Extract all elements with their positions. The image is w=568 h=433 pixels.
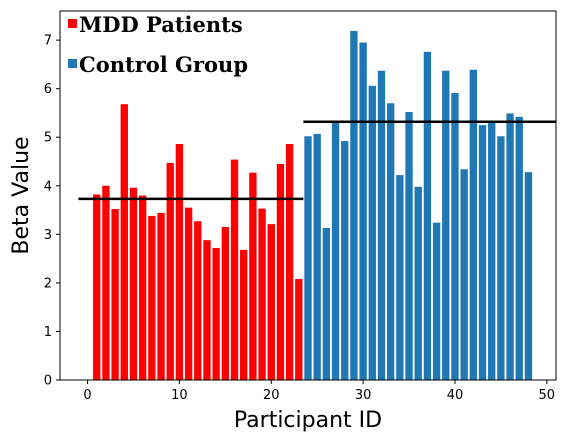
- bar-control-42: [469, 69, 478, 380]
- bar-mdd-22: [285, 144, 294, 380]
- bar-control-41: [460, 169, 468, 380]
- bar-control-31: [368, 85, 376, 380]
- bar-mdd-7: [148, 215, 156, 380]
- x-tick-label-50: 50: [539, 388, 556, 403]
- bar-control-35: [405, 111, 413, 380]
- ticks-layer: 0 10 20 30 40 50 0 1 2 3 4 5 6 7: [44, 34, 555, 403]
- bar-mdd-6: [138, 195, 147, 380]
- bar-mdd-8: [157, 212, 165, 380]
- plot-frame: [59, 10, 557, 381]
- bar-mdd-17: [240, 249, 248, 380]
- x-tick-label-30: 30: [355, 388, 372, 403]
- y-axis-label: Beta Value: [9, 136, 34, 254]
- bar-mdd-12: [194, 221, 202, 380]
- y-tick-label-1: 1: [44, 325, 52, 340]
- bar-mdd-10: [175, 144, 184, 380]
- bar-mdd-21: [276, 163, 285, 380]
- y-tick-label-4: 4: [44, 179, 52, 194]
- x-tick-label-10: 10: [171, 388, 188, 403]
- x-tick-label-20: 20: [263, 388, 280, 403]
- bar-mdd-23: [295, 279, 303, 380]
- y-tick-label-0: 0: [44, 374, 52, 389]
- bar-control-47: [515, 116, 523, 381]
- bar-control-26: [322, 228, 331, 380]
- bar-mdd-1: [93, 194, 101, 380]
- bar-control-48: [524, 172, 533, 380]
- bars-layer: [93, 30, 533, 381]
- bar-control-39: [442, 70, 450, 381]
- x-axis-label: Participant ID: [234, 408, 382, 433]
- legend: MDD Patients Control Group: [68, 12, 248, 77]
- bar-control-36: [414, 186, 422, 380]
- y-tick-label-6: 6: [44, 82, 52, 97]
- legend-swatch-mdd: [68, 19, 77, 28]
- bar-control-43: [478, 125, 487, 380]
- bar-mdd-13: [203, 240, 211, 380]
- x-tick-label-0: 0: [83, 388, 91, 403]
- bar-control-29: [350, 30, 358, 380]
- bar-mdd-4: [120, 104, 128, 380]
- bar-mdd-9: [166, 162, 174, 380]
- bar-control-40: [451, 93, 459, 380]
- bar-control-34: [396, 175, 404, 380]
- x-tick-label-40: 40: [447, 388, 464, 403]
- bar-control-32: [377, 70, 386, 381]
- bar-mdd-18: [249, 172, 257, 380]
- bar-control-44: [488, 122, 496, 381]
- bar-control-28: [341, 141, 349, 380]
- y-tick-label-7: 7: [44, 34, 52, 49]
- bar-control-46: [506, 113, 514, 381]
- bar-control-27: [331, 122, 340, 380]
- bar-control-24: [304, 136, 312, 380]
- bar-control-37: [423, 51, 432, 380]
- y-tick-label-5: 5: [44, 131, 52, 146]
- bar-control-38: [432, 222, 441, 380]
- bar-mdd-11: [184, 207, 193, 380]
- bar-mdd-20: [267, 224, 275, 380]
- legend-swatch-control: [68, 59, 77, 68]
- bar-mdd-5: [129, 187, 138, 380]
- bar-mdd-14: [212, 247, 220, 380]
- bar-control-45: [497, 136, 505, 380]
- y-tick-label-2: 2: [44, 276, 52, 291]
- bar-mdd-19: [258, 208, 266, 380]
- bar-control-25: [313, 133, 321, 380]
- legend-label-control: Control Group: [79, 52, 248, 77]
- bar-control-33: [386, 103, 395, 380]
- y-tick-label-3: 3: [44, 228, 52, 243]
- bar-mdd-15: [221, 227, 230, 380]
- bar-mdd-2: [102, 185, 110, 380]
- bar-mdd-16: [230, 159, 239, 380]
- bar-control-30: [359, 42, 367, 381]
- bar-mdd-3: [111, 209, 119, 380]
- legend-label-mdd: MDD Patients: [79, 12, 243, 37]
- mean-lines-layer: [78, 120, 556, 201]
